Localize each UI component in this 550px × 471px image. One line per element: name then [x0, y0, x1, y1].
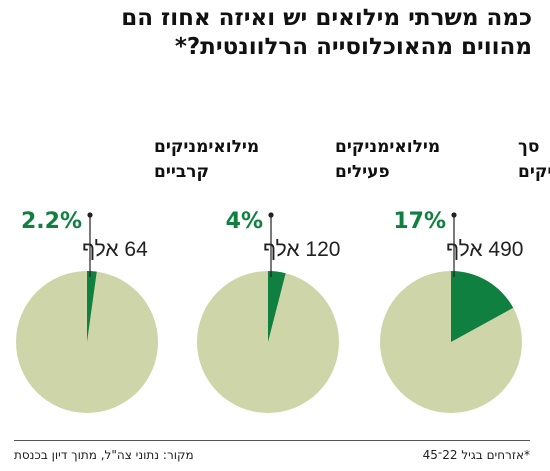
pie-1-count-label: 490 אלף — [446, 238, 523, 261]
pie-3-title-line-2: קרביים — [154, 162, 209, 182]
footer-divider — [14, 440, 530, 441]
pie-3-title-line-1: מילואימניקים — [154, 137, 259, 157]
pie-1-title-line-2: המילואימניקים — [518, 162, 550, 182]
footnote: *אזרחים בגיל 22־45 — [422, 448, 530, 462]
pie-1-highlight-slice — [451, 271, 514, 342]
pie-1-percent-label: 17% — [393, 209, 446, 234]
pie-1-leader-dot — [451, 212, 457, 218]
pie-2-highlight-slice — [268, 271, 286, 342]
pie-3-count-label: 64 אלף — [82, 238, 148, 261]
source-note: מקור: נתוני צה"ל, מתוך דיון בכנסת — [14, 448, 194, 462]
chart-title-line-2: מהווים מהאוכלוסייה הרלוונטית?* — [174, 34, 532, 60]
pie-1-title-line-1: סך — [518, 137, 539, 157]
pie-2-title-line-2: פעילים — [335, 162, 390, 182]
pie-2-title-line-1: מילואימניקים — [335, 137, 440, 157]
pie-3-highlight-slice — [87, 271, 97, 342]
pie-charts: סך המילואימניקים 17%490 אלף מילואימניקים פעי… — [16, 137, 550, 413]
pie-3-percent-label: 2.2% — [21, 209, 82, 234]
chart-title-line-1: כמה משרתי מילואים יש ואיזה אחוז הם — [121, 5, 532, 31]
pie-2-percent-label: 4% — [226, 209, 263, 234]
pie-2-count-label: 120 אלף — [263, 238, 340, 261]
pie-2-leader-dot — [268, 212, 274, 218]
chart-title: כמה משרתי מילואים יש ואיזה אחוז הם מהווי… — [12, 4, 532, 62]
pie-3-leader-dot — [87, 212, 93, 218]
